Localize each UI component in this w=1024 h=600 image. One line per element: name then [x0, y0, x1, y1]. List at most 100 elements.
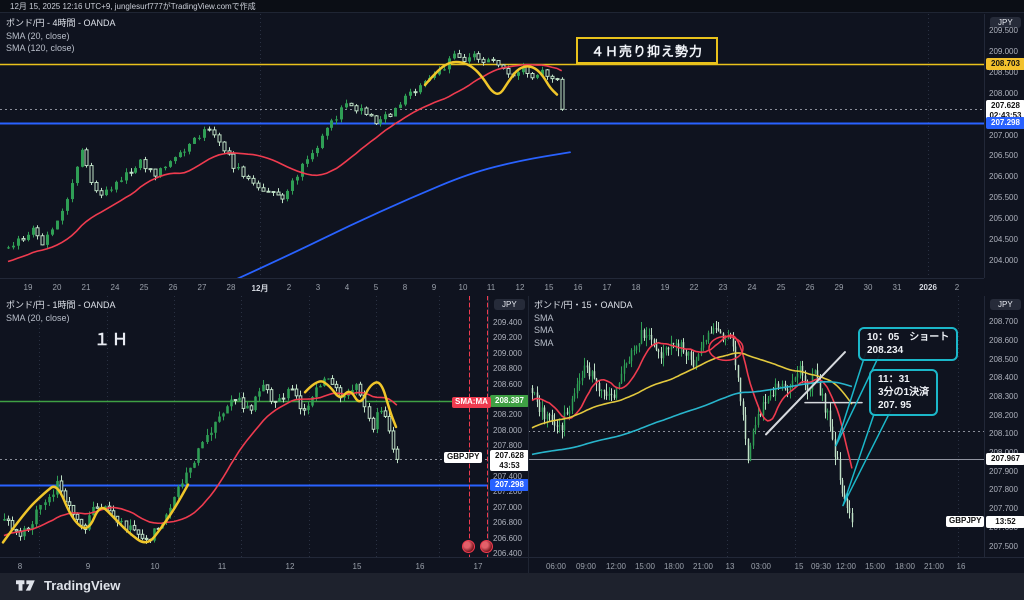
price-axis-tick: 207.800 — [989, 485, 1018, 494]
time-axis-tick: 12:00 — [835, 562, 857, 571]
attribution-text: 12月 15, 2025 12:16 UTC+9, junglesurf777が… — [10, 2, 256, 11]
chart-canvas-h4[interactable] — [0, 14, 984, 278]
time-axis-tick: 17 — [602, 283, 612, 292]
callout-exit-price: 207. 95 — [878, 400, 912, 411]
time-axis-tick: 21 — [81, 283, 91, 292]
pane-divider — [528, 296, 529, 573]
price-axis-m15[interactable]: JPY 208.700 208.600 208.500 208.400 208.300 20… — [984, 296, 1024, 557]
price-axis-tick: 208.400 — [989, 373, 1018, 382]
time-axis-tick: 25 — [776, 283, 786, 292]
bottom-bar — [0, 573, 1024, 600]
time-axis-tick: 20 — [52, 283, 62, 292]
time-axis-tick: 4 — [344, 283, 350, 292]
time-axis-tick: 11 — [486, 283, 496, 292]
price-axis-h1[interactable]: JPY 209.400 209.200 209.000 208.800 208.600 20… — [488, 296, 529, 558]
price-axis-tick: 208.200 — [989, 411, 1018, 420]
time-axis-tick: 16 — [573, 283, 583, 292]
time-axis-tick: 26 — [168, 283, 178, 292]
callout-exit-time: 11：31 — [878, 374, 910, 385]
price-axis-tick: 208.700 — [989, 317, 1018, 326]
time-axis-tick: 16 — [415, 562, 425, 571]
price-axis-tick: 208.500 — [989, 68, 1018, 77]
time-axis-tick: 10 — [150, 562, 160, 571]
time-axis-tick: 12 — [285, 562, 295, 571]
time-axis-tick: 27 — [197, 283, 207, 292]
chart-canvas-h1[interactable] — [0, 296, 488, 557]
time-axis-tick: 21:00 — [923, 562, 945, 571]
time-axis-tick: 15 — [794, 562, 804, 571]
callout-short-price: 208.234 — [867, 345, 904, 356]
time-axis-tick: 18 — [631, 283, 641, 292]
price-axis-tick: 207.400 — [493, 472, 522, 481]
time-axis-tick: 10 — [458, 283, 468, 292]
time-axis-tick: 15 — [352, 562, 362, 571]
tradingview-logo[interactable]: TradingView — [16, 578, 120, 593]
price-badge: 207.298 — [490, 479, 529, 491]
price-axis-tick: 207.900 — [989, 467, 1018, 476]
price-axis-tick: 209.000 — [989, 47, 1018, 56]
time-axis-tick: 24 — [110, 283, 120, 292]
economic-event-icon[interactable] — [480, 540, 493, 553]
price-axis-tick: 206.000 — [989, 172, 1018, 181]
time-axis-tick: 9 — [431, 283, 437, 292]
time-axis-tick: 18:00 — [894, 562, 916, 571]
price-badge: 208.703 — [986, 58, 1024, 70]
time-axis-tick: 26 — [805, 283, 815, 292]
price-axis-tick: 206.500 — [989, 151, 1018, 160]
price-axis-tick: 205.000 — [989, 214, 1018, 223]
time-axis-tick: 28 — [226, 283, 236, 292]
annotation-4h-sellers[interactable]: ４Ｈ売り抑え勢力 — [576, 37, 719, 64]
callout-short-entry[interactable]: 10：05 ショート 208.234 — [858, 327, 959, 361]
time-axis-tick: 12 — [515, 283, 525, 292]
indicator-badge: SMA:MA — [452, 397, 491, 408]
time-axis-bottom[interactable]: 8 9 10 11 12 15 16 17 06:00 09:00 12:00 15:00 18:00 2… — [0, 557, 1024, 574]
symbol-badge: GBPJPY — [444, 452, 483, 463]
price-axis-tick: 207.000 — [493, 503, 522, 512]
time-axis-tick: 29 — [834, 283, 844, 292]
price-axis-tick: 204.000 — [989, 256, 1018, 265]
time-axis-tick: 22 — [689, 283, 699, 292]
price-axis-tick: 207.000 — [989, 131, 1018, 140]
price-axis-tick: 209.000 — [493, 349, 522, 358]
time-axis-tick: 09:00 — [575, 562, 597, 571]
price-badge: 207.628 02:43:53 — [986, 100, 1024, 122]
price-axis-tick: 208.100 — [989, 429, 1018, 438]
price-axis-tick: 206.800 — [493, 518, 522, 527]
callout-exit-label: 3分の1決済 — [878, 387, 930, 398]
time-axis-tick: 17 — [473, 562, 483, 571]
attribution-bar: 12月 15, 2025 12:16 UTC+9, junglesurf777が… — [0, 0, 1024, 13]
time-axis-tick: 25 — [139, 283, 149, 292]
symbol-badge: GBPJPY — [946, 516, 985, 527]
price-axis-tick: 208.300 — [989, 392, 1018, 401]
time-axis-tick: 09:30 — [810, 562, 832, 571]
price-axis-tick: 209.200 — [493, 333, 522, 342]
price-badge: 207.298 — [986, 117, 1024, 129]
callout-partial-exit[interactable]: 11：31 3分の1決済 207. 95 — [869, 369, 939, 416]
time-axis-tick: 12:00 — [605, 562, 627, 571]
time-axis-tick: 2 — [286, 283, 292, 292]
price-axis-tick: 204.500 — [989, 235, 1018, 244]
time-axis-tick: 11 — [217, 562, 227, 571]
time-axis-tick: 06:00 — [545, 562, 567, 571]
label-1h-annotation[interactable]: １Ｈ — [94, 332, 131, 349]
economic-event-icon[interactable] — [462, 540, 475, 553]
currency-chip: JPY — [494, 299, 525, 310]
price-axis-tick: 207.700 — [989, 504, 1018, 513]
time-axis-tick: 15 — [544, 283, 554, 292]
time-axis-tick: 19 — [660, 283, 670, 292]
price-axis-tick: 208.800 — [493, 364, 522, 373]
price-axis-tick: 208.500 — [989, 355, 1018, 364]
tradingview-logo-text: TradingView — [44, 578, 121, 593]
price-badge: 13:52 — [986, 516, 1024, 528]
time-axis-tick: 8 — [17, 562, 23, 571]
price-axis-tick: 207.800 — [493, 441, 522, 450]
price-axis-tick: 206.600 — [493, 534, 522, 543]
time-axis-tick: 03:00 — [750, 562, 772, 571]
time-axis-tick: 15:00 — [634, 562, 656, 571]
time-axis-h4[interactable]: 19 20 21 24 25 26 27 28 12月 2 3 4 5 8 9 10 11 12 15 16 17 18 1… — [0, 278, 984, 296]
tradingview-logo-icon — [16, 580, 35, 591]
time-axis-tick: 16 — [956, 562, 966, 571]
price-axis-h4[interactable]: JPY 209.500 209.000 208.500 208.000 207.000 20… — [984, 14, 1024, 278]
currency-chip: JPY — [990, 299, 1021, 310]
